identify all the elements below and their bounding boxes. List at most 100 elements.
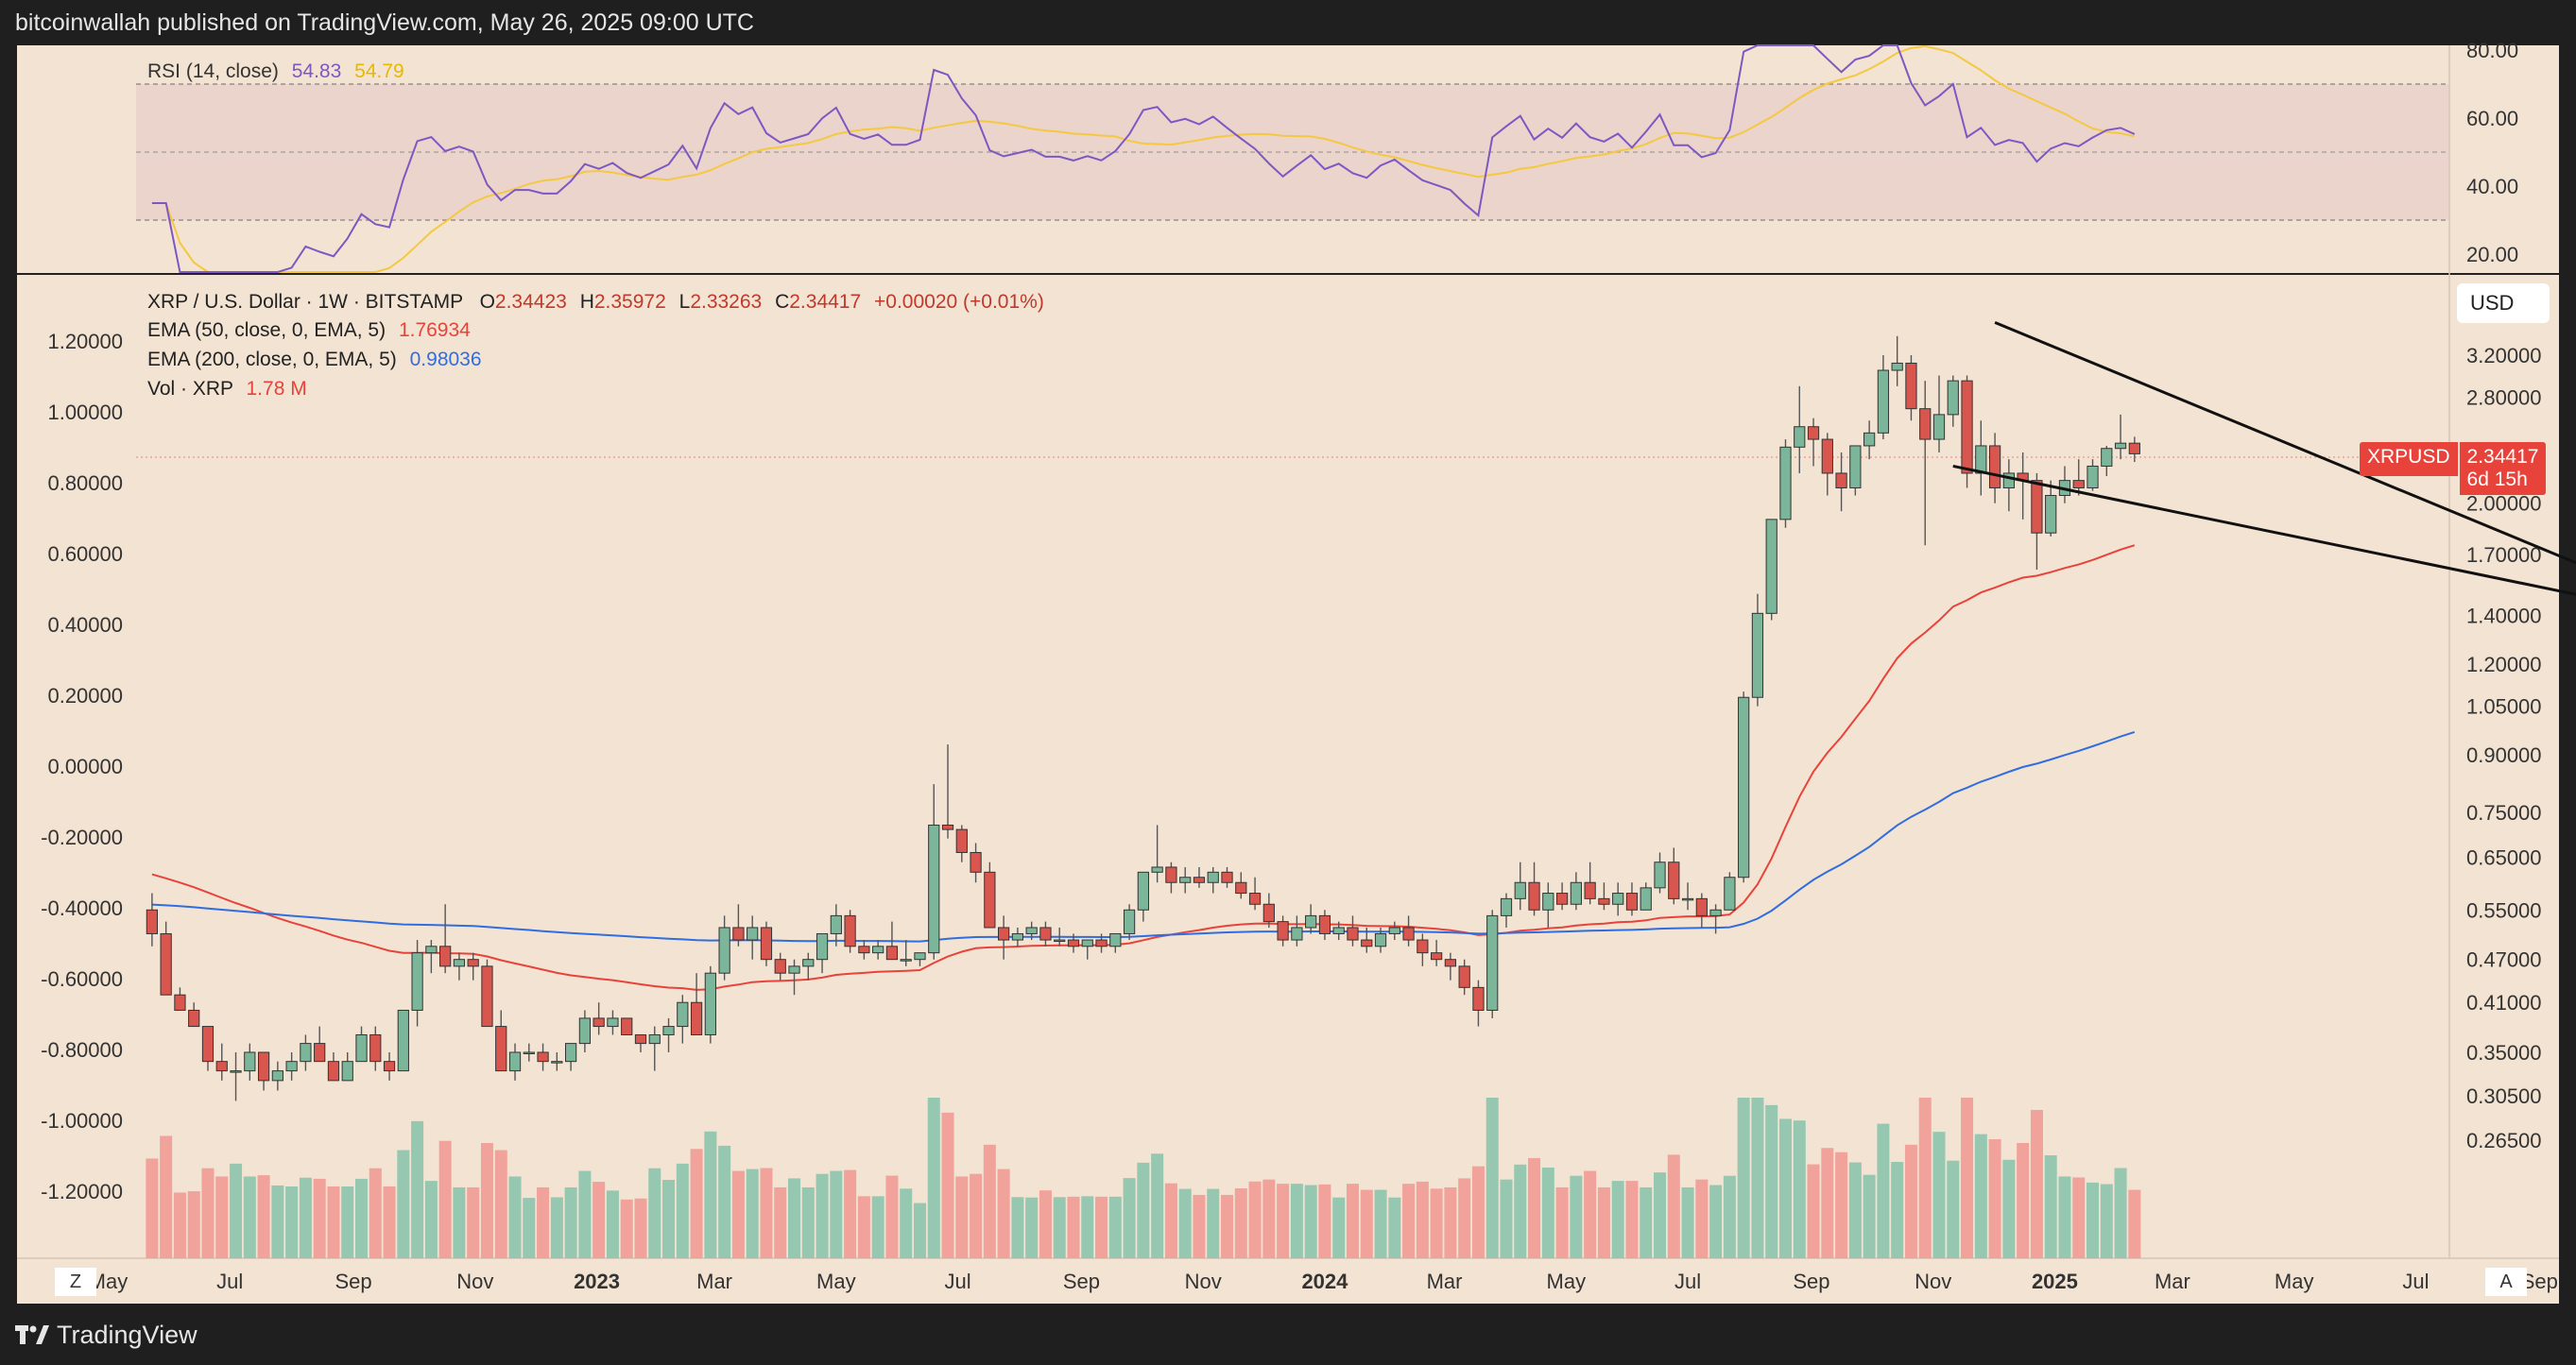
candle-body xyxy=(1570,881,1582,905)
auto-scale-button[interactable]: A xyxy=(2485,1268,2527,1296)
volume-bar xyxy=(1695,1179,1709,1258)
volume-bar xyxy=(201,1168,215,1258)
trendlines xyxy=(1952,320,2576,596)
right-axis-tick-label: 0.55000 xyxy=(2466,898,2542,922)
volume-bar xyxy=(955,1176,969,1258)
volume-bar xyxy=(341,1186,354,1258)
ema-lines xyxy=(151,544,2136,991)
volume-bar xyxy=(1248,1181,1262,1258)
volume-bar xyxy=(397,1150,410,1258)
candle-body xyxy=(1794,426,1806,448)
time-axis-tick-label: May xyxy=(1547,1270,1587,1293)
volume-bar xyxy=(1793,1120,1806,1258)
time-axis-tick-label: Sep xyxy=(1063,1270,1100,1293)
left-axis-tick-label: 0.20000 xyxy=(47,684,123,708)
scale-left-button[interactable]: Z xyxy=(55,1268,96,1296)
volume-bar xyxy=(550,1197,563,1258)
left-axis-tick-label: -0.80000 xyxy=(41,1038,123,1062)
volume-bar xyxy=(1458,1178,1471,1258)
candle-body xyxy=(565,1043,577,1063)
currency-button[interactable]: USD xyxy=(2457,283,2550,323)
volume-bar xyxy=(1123,1178,1136,1258)
volume-bar xyxy=(788,1178,801,1258)
volume-bar xyxy=(1318,1184,1331,1258)
candle-body xyxy=(928,824,940,954)
right-axis-tick-label: 0.35000 xyxy=(2466,1041,2542,1065)
volume-bar xyxy=(354,1178,369,1258)
candle-body xyxy=(1277,921,1289,941)
volume-bar xyxy=(1541,1167,1554,1258)
volume-bar xyxy=(731,1170,745,1258)
left-axis-tick-label: 1.20000 xyxy=(47,330,123,353)
volume-bar xyxy=(1821,1148,1834,1258)
right-axis-tick-label: 0.26500 xyxy=(2466,1129,2542,1152)
volume-bar xyxy=(620,1199,633,1258)
volume-bar xyxy=(173,1192,186,1258)
candle-body xyxy=(508,1051,522,1072)
low-value: 2.33263 xyxy=(690,291,763,313)
candle-body xyxy=(1681,897,1694,901)
left-axis-tick-label: -1.00000 xyxy=(41,1109,123,1133)
candle-body xyxy=(788,965,800,974)
rsi-lines xyxy=(151,44,2136,273)
price-tag-symbol: XRPUSD xyxy=(2360,442,2458,476)
close-label: C xyxy=(775,291,790,313)
right-axis-tick-label: 1.70000 xyxy=(2466,543,2542,567)
candle-body xyxy=(802,959,815,967)
footer-bar xyxy=(0,1304,2576,1365)
volume-bar xyxy=(871,1196,884,1258)
candle-body xyxy=(1709,909,1722,916)
trendline-upper xyxy=(1994,320,2576,565)
left-axis-tick-label: -1.20000 xyxy=(41,1180,123,1203)
candle-body xyxy=(1695,897,1708,916)
volume-bar xyxy=(1416,1181,1429,1258)
ema50-label: EMA (50, close, 0, EMA, 5) xyxy=(147,319,386,341)
volume-bar xyxy=(494,1150,507,1258)
candle-body xyxy=(1947,380,1959,416)
right-axis-tick-label: 0.65000 xyxy=(2466,846,2542,870)
rsi-ma-value: 54.79 xyxy=(354,60,404,82)
ema50-legend: EMA (50, close, 0, EMA, 5) 1.76934 xyxy=(147,319,471,342)
candle-body xyxy=(1025,927,1038,934)
candle-body xyxy=(1584,881,1596,899)
volume-bar xyxy=(1234,1188,1247,1258)
volume-bar xyxy=(1193,1194,1206,1258)
candle-body xyxy=(900,959,912,962)
candle-body xyxy=(2072,480,2085,488)
volume-bar xyxy=(1932,1132,1946,1258)
candle-body xyxy=(998,927,1010,941)
volume-bar xyxy=(1904,1144,1917,1258)
right-axis-tick-label: 0.47000 xyxy=(2466,948,2542,972)
volume-bar xyxy=(1988,1139,2001,1258)
candle-body xyxy=(760,927,773,961)
candle-body xyxy=(551,1061,563,1064)
tradingview-logo[interactable]: TradingView xyxy=(15,1318,197,1352)
right-axis-tick-label: 0.75000 xyxy=(2466,801,2542,825)
time-axis-tick-label: 2023 xyxy=(574,1270,620,1293)
ema50-value: 1.76934 xyxy=(398,319,471,341)
candle-body xyxy=(1807,426,1820,440)
left-axis-tick-label: 0.60000 xyxy=(47,542,123,566)
volume-bar xyxy=(830,1170,843,1258)
volume-bar xyxy=(1947,1160,1960,1258)
low-label: L xyxy=(678,291,691,313)
candle-body xyxy=(2031,480,2043,534)
volume-bar xyxy=(844,1169,857,1258)
candle-body xyxy=(1095,939,1108,947)
volume-bar xyxy=(592,1182,606,1258)
time-axis-tick-label: 2025 xyxy=(2032,1270,2078,1293)
volume-bar xyxy=(1304,1185,1317,1258)
candle-body xyxy=(1500,897,1513,916)
volume-bar xyxy=(160,1135,173,1258)
left-axis-tick-label: 0.00000 xyxy=(47,755,123,778)
candle-body xyxy=(970,851,982,873)
candle-body xyxy=(1431,952,1443,961)
candle-body xyxy=(607,1017,619,1028)
candle-body xyxy=(425,946,438,954)
volume-bar xyxy=(774,1186,787,1258)
candle-body xyxy=(257,1051,270,1082)
candle-body xyxy=(1347,927,1359,941)
candle-body xyxy=(1765,519,1777,614)
